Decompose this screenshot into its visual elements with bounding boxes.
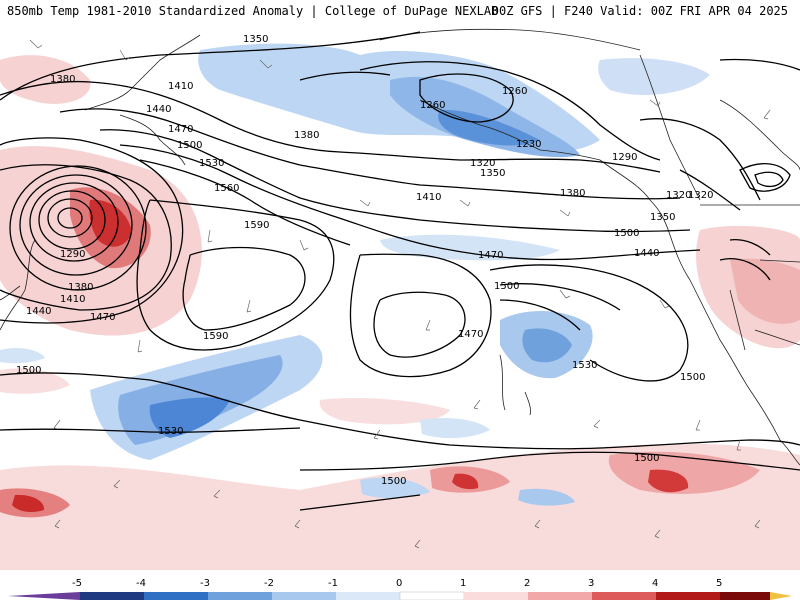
height-label: 1350 [480,168,505,179]
colorbar-tick: -1 [328,578,338,589]
colorbar-tick: 4 [652,578,658,589]
colorbar-swatch [770,592,792,600]
height-label: 1440 [26,306,51,317]
colorbar-swatch [80,592,144,600]
colorbar-tick: 0 [396,578,402,589]
colorbar-tick: 2 [524,578,530,589]
height-label: 1500 [16,365,41,376]
cold-anomaly-shading [0,43,710,506]
colorbar-tick: -3 [200,578,210,589]
height-label: 1380 [294,130,319,141]
colorbar-swatch [272,592,336,600]
anomaly-map: 1350 1380 1410 1440 1470 1500 1530 1560 … [0,22,800,570]
height-label: 1290 [60,249,85,260]
colorbar-swatch [592,592,656,600]
height-label: 1260 [502,86,527,97]
height-label: 1590 [244,220,269,231]
colorbar-tick: 3 [588,578,594,589]
height-label: 1350 [650,212,675,223]
colorbar-swatch [399,591,465,600]
height-label: 1410 [168,81,193,92]
height-label: 1230 [516,139,541,150]
height-label: 1440 [146,104,171,115]
height-label: 1500 [177,140,202,151]
colorbar-tick: -5 [72,578,82,589]
anomaly-colorbar: -5 -4 -3 -2 -1 0 1 2 3 4 5 [0,570,800,600]
colorbar-swatch [144,592,208,600]
colorbar-swatch [656,592,720,600]
colorbar-swatch [8,592,80,600]
height-label: 1470 [168,124,193,135]
height-label: 1560 [214,183,239,194]
height-label: 1500 [381,476,406,487]
height-label: 1470 [478,250,503,261]
height-label: 1320 [666,190,691,201]
height-label: 1260 [420,100,445,111]
colorbar-tick: -2 [264,578,274,589]
colorbar-swatch [464,592,528,600]
height-label: 1470 [458,329,483,340]
product-title: 850mb Temp 1981-2010 Standardized Anomal… [7,4,499,18]
height-label: 1440 [634,248,659,259]
height-label: 1530 [158,426,183,437]
colorbar-ticks: -5 -4 -3 -2 -1 0 1 2 3 4 5 [72,578,722,589]
colorbar-swatches [8,591,792,600]
colorbar-swatch [720,592,770,600]
warm-anomaly-shading [0,55,800,570]
height-label: 1500 [614,228,639,239]
height-label: 1470 [90,312,115,323]
height-label: 1530 [199,158,224,169]
colorbar-tick: 1 [460,578,466,589]
colorbar-swatch [336,592,400,600]
height-label: 1590 [203,331,228,342]
height-label: 1500 [634,453,659,464]
coastlines-and-borders [0,28,800,466]
height-label: 1530 [572,360,597,371]
height-label: 1500 [494,281,519,292]
height-label: 1320 [688,190,713,201]
height-label: 1380 [68,282,93,293]
height-label: 1290 [612,152,637,163]
height-label: 1320 [470,158,495,169]
colorbar-tick: -4 [136,578,146,589]
height-label: 1350 [243,34,268,45]
height-label: 1500 [680,372,705,383]
map-header: 850mb Temp 1981-2010 Standardized Anomal… [0,0,800,22]
height-label: 1380 [50,74,75,85]
run-valid-time: 00Z GFS | F240 Valid: 00Z FRI APR 04 202… [491,4,788,18]
wind-barbs [29,39,771,549]
colorbar-swatch [528,592,592,600]
contour-labels: 1350 1380 1410 1440 1470 1500 1530 1560 … [16,34,713,487]
colorbar-swatch [208,592,272,600]
height-label: 1380 [560,188,585,199]
height-label: 1410 [416,192,441,203]
colorbar-tick: 5 [716,578,722,589]
height-label: 1410 [60,294,85,305]
height-contours [0,31,800,511]
